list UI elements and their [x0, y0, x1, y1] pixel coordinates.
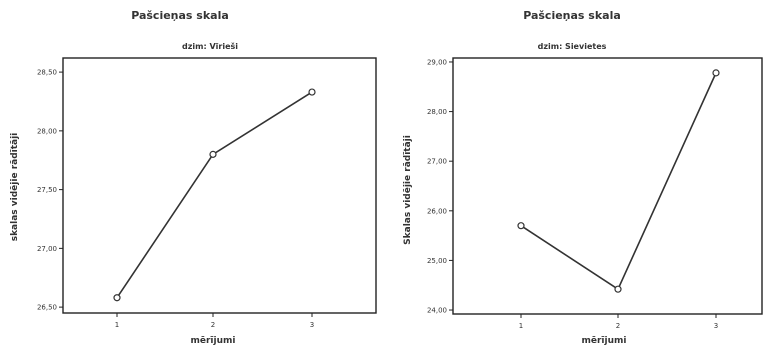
- x-tick-label: 1: [115, 321, 119, 329]
- chart-title: Pašcieņas skala: [131, 9, 229, 22]
- y-axis-label: Skalas vidējie rādītāji: [403, 135, 413, 245]
- y-tick-label: 24,00: [427, 307, 447, 315]
- x-axis: 1 2 3: [115, 313, 314, 329]
- chart-panel-left: Pašcieņas skala dzim: Vīrieši 26,50 27,00…: [10, 9, 377, 346]
- x-axis-label: mērījumi: [191, 336, 236, 346]
- chart-panel-right: Pašcieņas skala dzim: Sievietes 24,00 25,…: [382, 0, 764, 348]
- x-tick-label: 1: [519, 322, 523, 330]
- chart-title: Pašcieņas skala: [523, 9, 621, 22]
- x-tick-label: 2: [211, 321, 215, 329]
- chart-subtitle: dzim: Vīrieši: [182, 41, 238, 51]
- y-tick-label: 27,50: [37, 186, 57, 194]
- data-point: [113, 294, 121, 302]
- chart-subtitle: dzim: Sievietes: [538, 42, 607, 51]
- y-tick-label: 25,00: [427, 257, 447, 265]
- plot-area: [452, 57, 763, 315]
- data-point: [712, 69, 720, 77]
- data-points: [113, 88, 316, 302]
- x-tick-label: 3: [310, 321, 314, 329]
- y-tick-label: 26,00: [427, 207, 447, 215]
- y-tick-label: 27,00: [37, 245, 57, 253]
- data-point: [209, 150, 217, 158]
- x-axis-label: mērījumi: [582, 336, 627, 346]
- chart-men: Pašcieņas skala dzim: Vīrieši 26,50 27,00…: [10, 9, 377, 346]
- data-point: [308, 88, 316, 96]
- plot-area: [62, 57, 377, 314]
- y-tick-label: 26,50: [37, 304, 57, 312]
- x-tick-label: 3: [714, 322, 718, 330]
- x-tick-label: 2: [616, 322, 620, 330]
- data-point: [517, 222, 525, 230]
- y-axis: 26,50 27,00 27,50 28,00 28,50: [37, 69, 63, 312]
- y-tick-label: 28,50: [37, 69, 57, 77]
- y-tick-label: 28,00: [427, 108, 447, 116]
- y-tick-label: 27,00: [427, 158, 447, 166]
- y-axis-label: skalas vidējie rādītāji: [10, 133, 20, 242]
- data-points: [517, 69, 720, 293]
- data-point: [614, 285, 622, 293]
- x-axis: 1 2 3: [519, 314, 718, 330]
- chart-women: Pašcieņas skala dzim: Sievietes 24,00 25,…: [403, 9, 763, 346]
- y-tick-label: 29,00: [427, 58, 447, 66]
- y-tick-label: 28,00: [37, 127, 57, 135]
- y-axis: 24,00 25,00 26,00 27,00 28,00 29,00: [427, 58, 453, 315]
